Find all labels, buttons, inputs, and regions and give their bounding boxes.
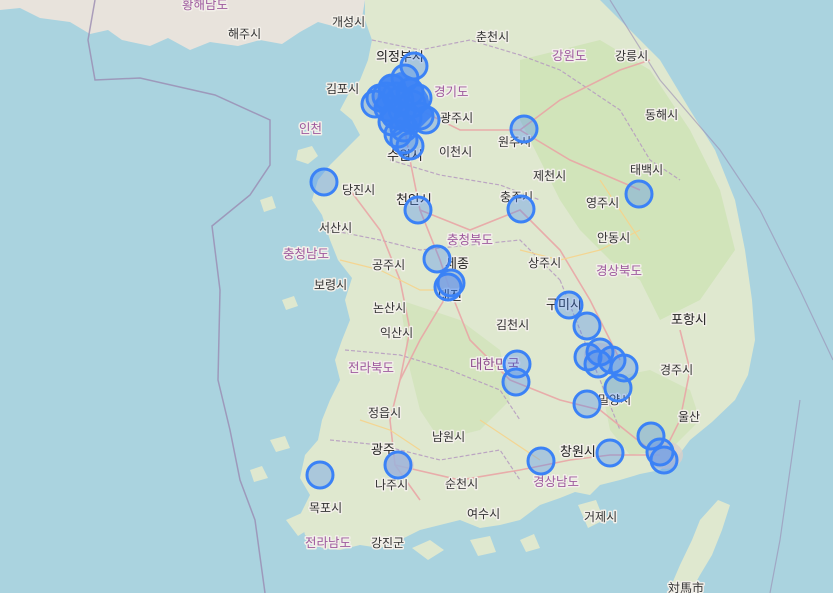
label-gangjin: 강진군 [371,536,404,550]
label-chuncheon: 춘천시 [476,29,509,44]
label-seosan: 서산시 [319,221,352,235]
label-gyeonggi: 경기도 [434,84,469,99]
location-marker[interactable] [603,373,633,403]
island [250,466,268,482]
label-hwanghae: 황해남도 [182,0,228,12]
label-tsushima: 対馬市 [668,580,704,593]
label-yeosu: 여수시 [467,507,500,521]
label-gangneung: 강릉시 [615,49,648,63]
label-chungbuk: 충청북도 [447,232,493,247]
label-haeju: 해주시 [228,27,261,41]
label-andong: 안동시 [597,231,630,245]
location-marker[interactable] [624,179,654,209]
maritime-boundary [87,0,271,593]
label-ulsan: 울산 [678,410,700,424]
location-marker[interactable] [572,311,602,341]
island [578,500,604,528]
label-jecheon: 제천시 [533,168,566,183]
label-jeongeup: 정읍시 [368,406,401,420]
island [260,196,276,212]
tsushima-island [668,500,730,593]
island [470,536,496,556]
location-marker[interactable] [403,195,433,225]
label-gwangju-gg: 광주시 [440,111,473,125]
label-yeongju: 영주시 [586,196,619,210]
label-changwon: 창원시 [560,445,596,460]
location-marker[interactable] [649,445,679,475]
island [286,512,314,536]
island [520,534,540,552]
label-sangju: 상주시 [528,256,561,270]
location-marker[interactable] [526,446,556,476]
location-marker[interactable] [383,450,413,480]
label-gangwon: 강원도 [552,48,587,63]
north-korea-land [0,0,365,50]
label-geoje: 거제시 [584,510,617,524]
label-gimpo: 김포시 [326,82,359,96]
location-marker[interactable] [636,421,666,451]
label-jeonbuk: 전라북도 [348,360,394,375]
label-wonju: 원주시 [498,135,531,149]
label-incheon: 인천 [299,121,322,136]
island [412,540,444,560]
forest [520,40,735,320]
location-marker[interactable] [583,349,613,379]
location-marker[interactable] [509,114,539,144]
label-gyeongbuk: 경상북도 [596,263,642,278]
island [270,436,290,452]
location-marker[interactable] [422,244,452,274]
location-marker[interactable] [506,194,536,224]
forest [600,370,700,455]
label-chungnam: 충청남도 [283,246,329,261]
location-marker[interactable] [572,389,602,419]
label-boryeong: 보령시 [314,278,347,292]
map-labels: 황해남도 해주시 개성시 의정부시 춘천시 강원도 강릉시 김포시 경기도 인천… [181,0,709,593]
label-korea: 대한민국 [470,357,520,373]
island [282,296,298,310]
location-marker[interactable] [433,272,463,302]
label-gyeongnam: 경상남도 [533,474,579,489]
label-iksan: 익산시 [380,326,413,340]
location-marker[interactable] [595,438,625,468]
label-gimcheon: 김천시 [496,317,529,332]
label-icheon: 이천시 [439,144,472,159]
label-nonsan: 논산시 [373,301,406,315]
label-donghae: 동해시 [645,108,678,122]
location-marker[interactable] [554,290,584,320]
forest [400,300,510,440]
location-marker[interactable] [501,367,531,397]
island [296,146,318,164]
label-pohang: 포항시 [671,313,707,328]
marker-layer[interactable] [305,51,679,490]
label-naju: 나주시 [375,478,408,492]
label-mokpo: 목포시 [309,501,342,515]
label-kaesong: 개성시 [332,15,365,29]
label-dangjin: 당진시 [342,183,375,197]
label-suncheon: 순천시 [445,476,478,491]
label-gyeongju: 경주시 [660,363,693,377]
location-marker[interactable] [305,460,335,490]
maritime-boundary-south [769,399,801,593]
label-gongju: 공주시 [372,258,405,272]
location-marker[interactable] [309,167,339,197]
label-taebaek: 태백시 [630,163,663,177]
label-jeonnam: 전라남도 [305,535,351,550]
marker-cluster-seoul[interactable] [376,72,432,132]
maritime-boundary-east [609,0,833,361]
label-namwon: 남원시 [432,430,465,444]
